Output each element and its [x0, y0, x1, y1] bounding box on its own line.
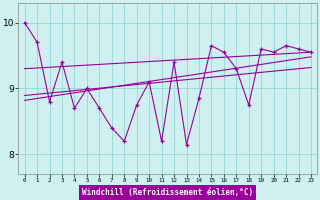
X-axis label: Windchill (Refroidissement éolien,°C): Windchill (Refroidissement éolien,°C) — [82, 188, 253, 197]
